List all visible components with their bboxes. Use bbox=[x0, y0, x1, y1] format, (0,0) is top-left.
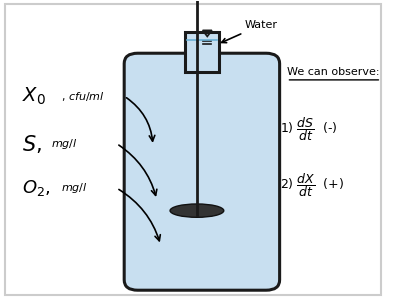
Text: 1) $\dfrac{dS}{dt}$  (-): 1) $\dfrac{dS}{dt}$ (-) bbox=[280, 115, 337, 143]
Text: , $\it{cfu/ml}$: , $\it{cfu/ml}$ bbox=[61, 90, 105, 103]
Text: $X_0$: $X_0$ bbox=[22, 86, 46, 107]
Bar bbox=[185, 33, 219, 72]
Text: We can observe:: We can observe: bbox=[287, 68, 380, 77]
Text: 2) $\dfrac{dX}{dt}$  (+): 2) $\dfrac{dX}{dt}$ (+) bbox=[280, 171, 344, 199]
Text: Water: Water bbox=[222, 20, 277, 43]
Text: $O_2,$: $O_2,$ bbox=[22, 178, 51, 198]
Ellipse shape bbox=[170, 204, 224, 217]
FancyBboxPatch shape bbox=[5, 4, 381, 295]
FancyBboxPatch shape bbox=[124, 53, 280, 290]
Text: $S,$: $S,$ bbox=[22, 132, 42, 155]
Text: $\it{mg/l}$: $\it{mg/l}$ bbox=[51, 137, 78, 151]
Text: $\it{mg/l}$: $\it{mg/l}$ bbox=[61, 181, 88, 195]
